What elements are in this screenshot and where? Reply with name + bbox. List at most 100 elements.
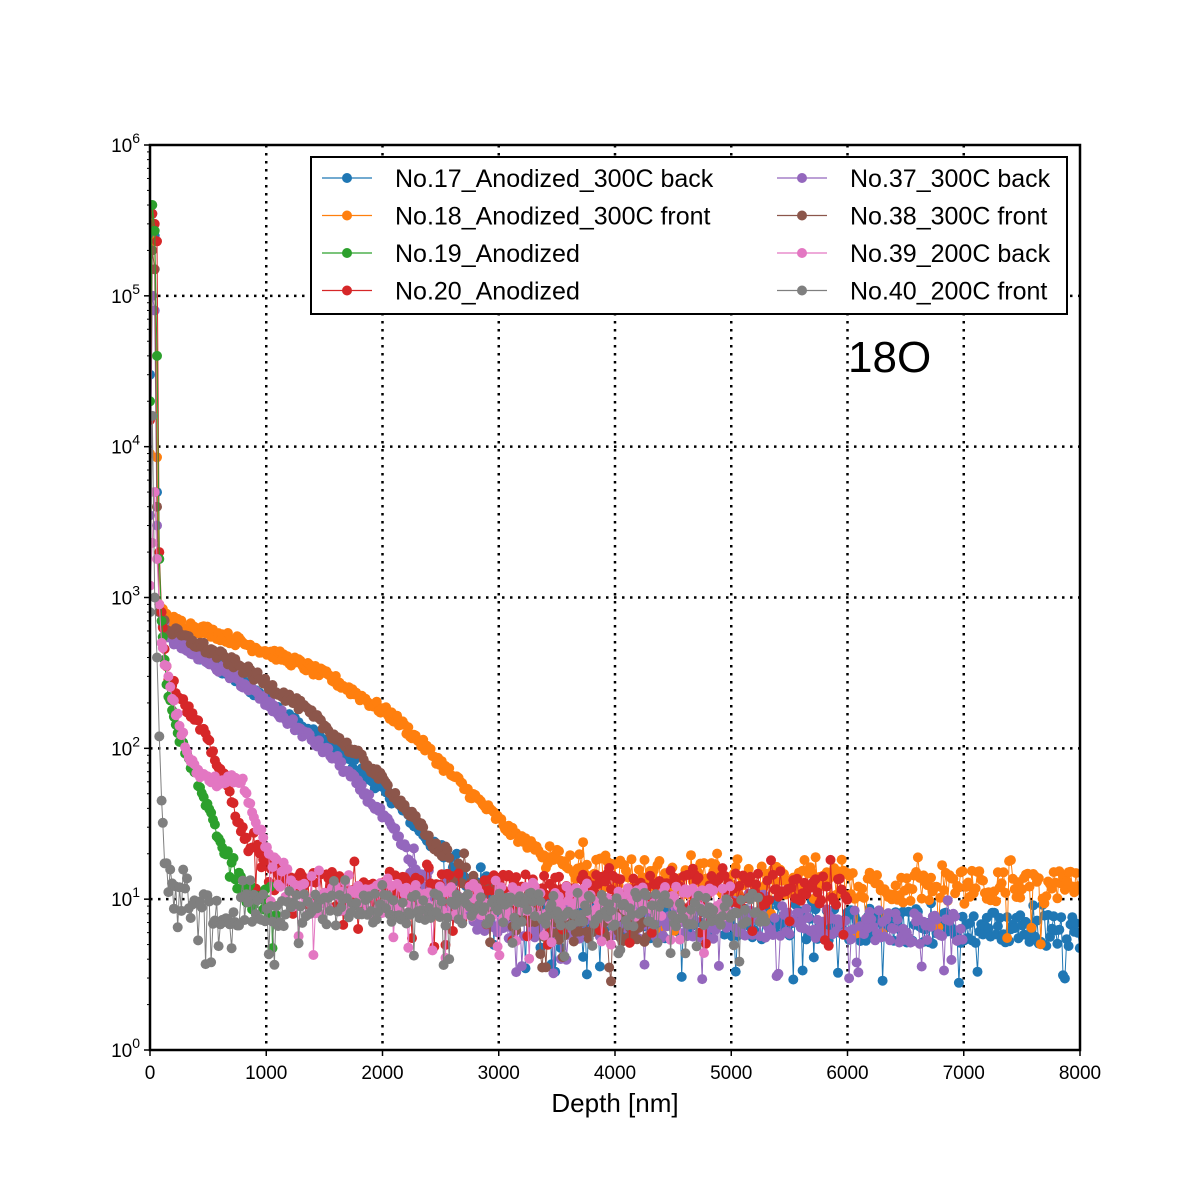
- data-point: [364, 789, 375, 800]
- data-point: [656, 910, 667, 921]
- data-point: [245, 798, 256, 809]
- data-point: [1054, 924, 1065, 935]
- data-point: [492, 941, 503, 952]
- data-point: [833, 967, 843, 978]
- data-point: [983, 923, 994, 934]
- data-point: [529, 911, 540, 922]
- data-point: [390, 823, 401, 834]
- data-point: [401, 842, 412, 853]
- data-point: [676, 905, 687, 915]
- legend-marker: [797, 173, 807, 183]
- x-tick-label: 7000: [943, 1063, 985, 1084]
- data-point: [953, 977, 964, 988]
- data-point: [574, 849, 585, 860]
- data-point: [369, 888, 380, 899]
- data-point: [539, 870, 550, 881]
- data-point: [717, 863, 728, 874]
- data-point: [418, 895, 429, 906]
- legend: No.17_Anodized_300C back No.18_Anodized_3…: [310, 156, 1068, 315]
- legend-label: No.19_Anodized: [395, 240, 580, 268]
- data-point: [388, 932, 399, 943]
- legend-box: [310, 156, 1068, 315]
- data-point: [228, 907, 239, 918]
- data-point: [451, 848, 462, 859]
- data-point: [327, 890, 337, 901]
- data-point: [180, 883, 191, 894]
- data-point: [457, 918, 468, 929]
- data-point: [150, 200, 158, 210]
- data-point: [494, 950, 505, 961]
- data-point: [522, 931, 533, 942]
- data-point: [172, 922, 183, 933]
- data-point: [434, 912, 445, 923]
- data-point: [970, 883, 981, 894]
- data-point: [401, 918, 412, 929]
- data-point: [228, 853, 239, 863]
- data-point: [394, 831, 404, 842]
- legend-marker: [797, 285, 807, 296]
- data-point: [539, 930, 550, 941]
- series-7: [150, 410, 771, 970]
- data-point: [260, 916, 271, 927]
- data-point: [723, 897, 734, 908]
- data-point: [1002, 933, 1013, 943]
- data-point: [596, 936, 607, 947]
- data-point: [660, 890, 670, 901]
- data-point: [665, 948, 676, 959]
- data-point: [717, 911, 728, 921]
- data-point: [767, 869, 778, 880]
- data-point: [836, 854, 847, 865]
- y-tick-base: 10: [111, 890, 132, 911]
- data-point: [485, 937, 496, 948]
- y-tick-base: 10: [111, 287, 132, 308]
- data-point: [1071, 868, 1080, 879]
- data-point: [632, 892, 643, 903]
- data-point: [753, 892, 763, 903]
- data-point: [719, 870, 730, 881]
- data-point: [168, 903, 179, 914]
- data-point: [161, 660, 172, 671]
- data-point: [306, 871, 317, 882]
- data-point: [312, 903, 323, 914]
- data-point: [282, 864, 293, 875]
- data-point: [693, 872, 704, 883]
- data-point: [609, 919, 620, 930]
- data-point: [150, 487, 160, 498]
- data-point: [788, 974, 799, 985]
- y-tick-label: 102: [111, 733, 140, 760]
- data-point: [658, 930, 669, 941]
- data-point: [957, 911, 968, 922]
- data-point: [587, 940, 598, 951]
- data-point: [937, 860, 948, 871]
- data-point: [708, 905, 719, 916]
- data-point: [888, 924, 899, 934]
- data-point: [647, 927, 657, 938]
- data-point: [442, 844, 453, 855]
- x-tick-label: 8000: [1059, 1063, 1101, 1084]
- data-point: [914, 938, 925, 949]
- data-point: [516, 916, 527, 927]
- data-point: [834, 873, 845, 884]
- data-point: [767, 930, 778, 940]
- data-point: [475, 892, 486, 903]
- data-point: [444, 852, 455, 863]
- data-point: [401, 882, 412, 893]
- data-point: [857, 883, 868, 894]
- data-point: [540, 918, 551, 929]
- data-point: [859, 892, 869, 903]
- data-point: [645, 870, 656, 881]
- legend-item: No.39_200C back: [777, 240, 1051, 268]
- data-point: [700, 938, 711, 949]
- data-point: [1041, 891, 1052, 902]
- data-point: [241, 832, 252, 843]
- data-point: [237, 773, 248, 784]
- data-point: [950, 911, 961, 922]
- data-point: [810, 852, 821, 863]
- data-point: [336, 757, 347, 767]
- data-point: [156, 795, 167, 806]
- data-point: [224, 786, 235, 797]
- data-point: [611, 893, 622, 904]
- data-point: [494, 888, 505, 899]
- data-point: [628, 873, 639, 884]
- data-point: [624, 937, 635, 948]
